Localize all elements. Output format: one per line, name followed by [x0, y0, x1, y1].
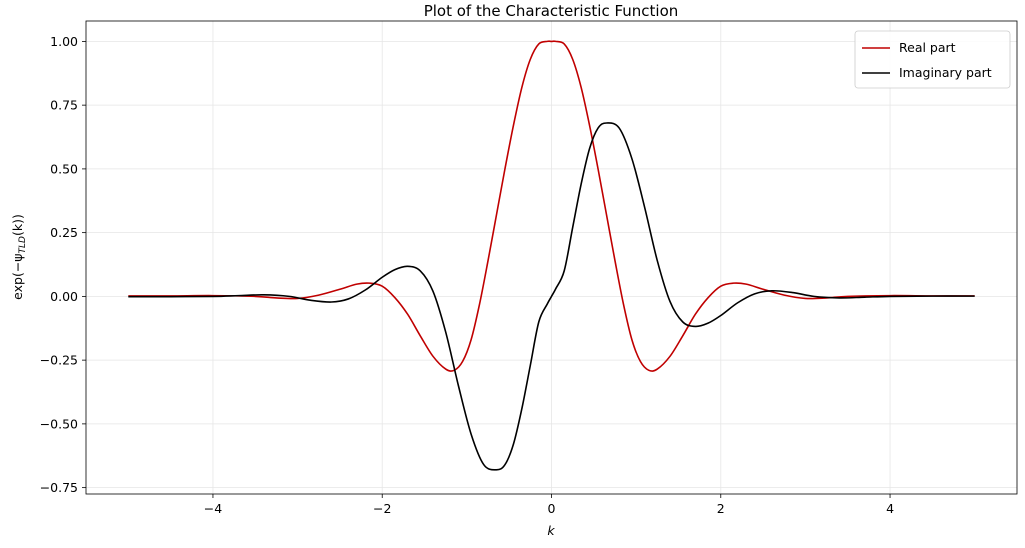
- legend-label-imaginary-part: Imaginary part: [899, 65, 992, 80]
- grid-lines: [86, 21, 1017, 494]
- chart-title: Plot of the Characteristic Function: [424, 2, 679, 20]
- y-axis-label-prefix: exp(−ψ: [10, 253, 25, 299]
- legend-label-real-part: Real part: [899, 40, 956, 55]
- legend: Real part Imaginary part: [854, 30, 1011, 89]
- x-tick-label: 2: [717, 501, 725, 516]
- y-tick-label: 0.25: [50, 225, 78, 240]
- x-axis-label: k: [547, 523, 555, 538]
- y-axis-label: exp(−ψTLD(k)): [10, 214, 28, 300]
- y-tick-labels: −0.75 −0.50 −0.25 0.00 0.25 0.50 0.75 1.00: [40, 34, 78, 495]
- y-tick-label: 0.50: [50, 161, 78, 176]
- y-tick-label: 1.00: [50, 34, 78, 49]
- x-tick-label: −4: [204, 501, 222, 516]
- y-tick-label: −0.75: [40, 480, 78, 495]
- x-tick-label: −2: [373, 501, 391, 516]
- tick-marks: [82, 40, 891, 498]
- series-line-imaginary-part: [128, 122, 975, 471]
- x-tick-label: 4: [886, 501, 894, 516]
- y-axis-label-suffix: (k)): [10, 214, 25, 236]
- series-lines: [128, 40, 975, 471]
- x-tick-label: 0: [548, 501, 556, 516]
- legend-box: [854, 30, 1011, 89]
- y-tick-label: −0.50: [40, 416, 78, 431]
- y-tick-label: 0.75: [50, 98, 78, 113]
- y-tick-label: −0.25: [40, 353, 78, 368]
- x-tick-labels: −4 −2 0 2 4: [204, 501, 894, 516]
- y-tick-label: 0.00: [50, 289, 78, 304]
- y-axis-label-subscript: TLD: [18, 236, 28, 254]
